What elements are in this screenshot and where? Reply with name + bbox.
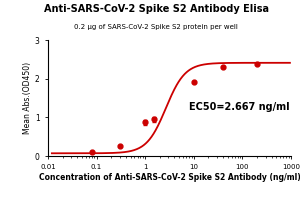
X-axis label: Concentration of Anti-SARS-CoV-2 Spike S2 Antibody (ng/ml): Concentration of Anti-SARS-CoV-2 Spike S…	[39, 173, 300, 182]
Text: EC50=2.667 ng/ml: EC50=2.667 ng/ml	[189, 102, 290, 112]
Y-axis label: Mean Abs.(OD450): Mean Abs.(OD450)	[23, 62, 32, 134]
Text: Anti-SARS-CoV-2 Spike S2 Antibody Elisa: Anti-SARS-CoV-2 Spike S2 Antibody Elisa	[44, 4, 268, 14]
Text: 0.2 μg of SARS-CoV-2 Spike S2 protein per well: 0.2 μg of SARS-CoV-2 Spike S2 protein pe…	[74, 24, 238, 30]
